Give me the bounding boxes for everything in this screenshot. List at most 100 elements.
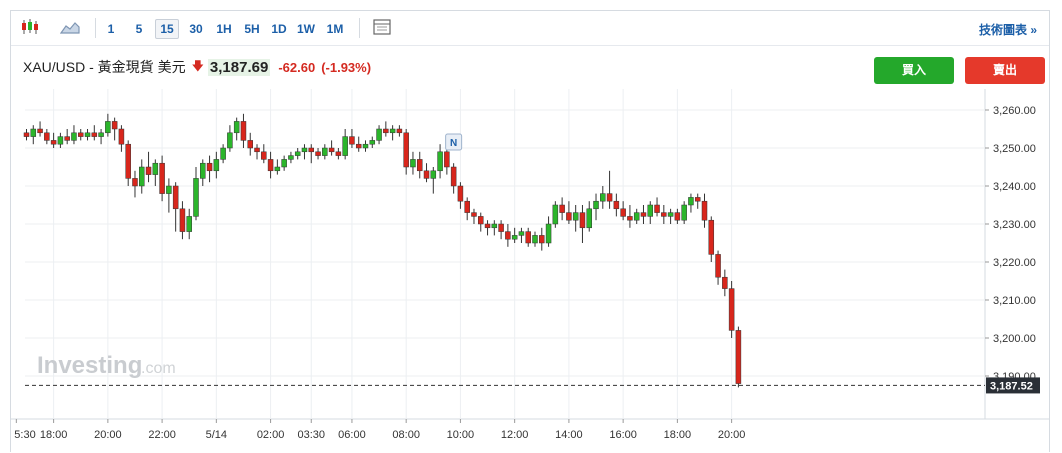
candle-body — [383, 128, 389, 134]
timeframe-5h[interactable]: 5H — [244, 22, 260, 36]
candle-body — [661, 212, 667, 217]
candle-body — [728, 288, 735, 331]
candle-body — [525, 231, 531, 244]
candle-body — [464, 200, 470, 213]
candle-body — [471, 212, 477, 217]
candle-body — [77, 132, 84, 137]
candle-body — [423, 170, 430, 179]
candle-body — [647, 204, 654, 217]
area-chart-icon[interactable] — [59, 17, 81, 37]
candle-body — [498, 223, 504, 232]
candle-body — [722, 276, 728, 289]
news-marker-box — [445, 133, 463, 151]
candle-body — [552, 204, 559, 225]
x-tick-label: 22:00 — [148, 429, 176, 441]
candle-body — [545, 223, 552, 244]
candle-body — [491, 223, 498, 229]
candle-body — [328, 147, 335, 153]
candle-body — [654, 204, 660, 213]
candle-body — [139, 166, 145, 187]
candle-body — [30, 128, 37, 137]
timeframe-1w[interactable]: 1W — [297, 22, 315, 36]
timeframe-1m[interactable]: 1M — [326, 22, 344, 36]
y-tick-label: 3,260.00 — [993, 105, 1036, 117]
x-tick-label: 5:30 — [14, 429, 35, 441]
candle-body — [71, 132, 77, 141]
candle-body — [200, 162, 206, 179]
sell-button[interactable]: 賣出 — [965, 57, 1045, 84]
price-change: -62.60 — [278, 59, 316, 75]
candle-body — [430, 170, 437, 179]
candle-body — [118, 128, 125, 145]
candle-body — [410, 159, 416, 168]
timeframe-15[interactable]: 15 — [155, 19, 179, 39]
last-price: 3,187.69 — [207, 58, 271, 76]
candle-body — [457, 185, 464, 202]
candle-body — [322, 147, 328, 156]
x-tick-label: 18:00 — [40, 429, 68, 441]
price-chart[interactable]: 3,260.00 3,250.00 3,240.00 3,230.00 3,220.00… — [11, 11, 1049, 453]
candle-body — [355, 143, 362, 149]
candlestick-chart-icon[interactable] — [19, 17, 41, 37]
timeframe-30[interactable]: 30 — [189, 22, 203, 36]
candle-body — [132, 178, 138, 187]
candle-body — [240, 121, 247, 141]
candle-body — [416, 159, 423, 172]
candle-body — [193, 178, 199, 217]
advanced-chart-link[interactable]: 技術圖表 » — [978, 23, 1037, 37]
candle-body — [23, 132, 30, 137]
timeframe-5[interactable]: 5 — [135, 22, 143, 36]
candle-body — [627, 216, 633, 221]
watermark-brand: Investing — [37, 352, 142, 379]
candle-body — [152, 162, 159, 175]
down-arrow-icon: 🡇 — [191, 58, 204, 73]
candle-body — [50, 140, 57, 145]
candle-body — [376, 128, 382, 141]
candle-body — [281, 159, 287, 168]
candle-body — [105, 121, 111, 134]
candle-body — [437, 151, 443, 172]
candle-body — [349, 136, 355, 145]
candle-body — [145, 166, 152, 175]
candle-body — [681, 204, 687, 221]
candle-body — [37, 128, 43, 134]
candle-body — [294, 151, 301, 156]
candle-body — [593, 200, 599, 210]
candle-body — [274, 166, 281, 172]
candle-body — [98, 132, 104, 137]
candle-body — [172, 185, 179, 210]
candle-body — [315, 151, 321, 156]
candle-body — [335, 151, 342, 156]
buy-button[interactable]: 買入 — [874, 57, 954, 84]
candle-body — [261, 151, 267, 160]
candle-body — [667, 212, 674, 217]
toolbar: 1 5 15 30 1H 5H 1D 1W 1M 技術圖表 » — [11, 11, 1049, 46]
quote-header: XAU/USD - 黃金現貨 美元 🡇 3,187.69 -62.60 (-1.… — [23, 57, 371, 77]
candle-body — [566, 212, 572, 221]
y-tick-label: 3,230.00 — [993, 219, 1036, 231]
x-tick-label: 12:00 — [501, 429, 529, 441]
candle-body — [369, 140, 376, 145]
candle-body — [444, 151, 450, 168]
candle-body — [572, 212, 579, 221]
x-tick-label: 20:00 — [718, 429, 746, 441]
x-tick-label: 14:00 — [555, 429, 583, 441]
table-icon[interactable] — [371, 17, 393, 37]
candle-body — [613, 200, 620, 210]
y-tick-label: 3,250.00 — [993, 143, 1036, 155]
x-tick-label: 08:00 — [392, 429, 420, 441]
candle-body — [233, 121, 240, 134]
candle-body — [579, 212, 586, 229]
x-tick-label: 20:00 — [94, 429, 122, 441]
watermark-suffix: .com — [141, 360, 176, 377]
candle-body — [220, 147, 226, 160]
instrument-name: XAU/USD - 黃金現貨 美元 — [23, 59, 186, 75]
candle-body — [159, 162, 165, 194]
current-price-label: 3,187.52 — [990, 380, 1033, 392]
candle-body — [57, 136, 64, 145]
timeframe-1d[interactable]: 1D — [271, 22, 287, 36]
candle-body — [166, 185, 172, 194]
candle-body — [301, 147, 308, 153]
timeframe-1h[interactable]: 1H — [216, 22, 232, 36]
timeframe-1[interactable]: 1 — [107, 22, 115, 36]
